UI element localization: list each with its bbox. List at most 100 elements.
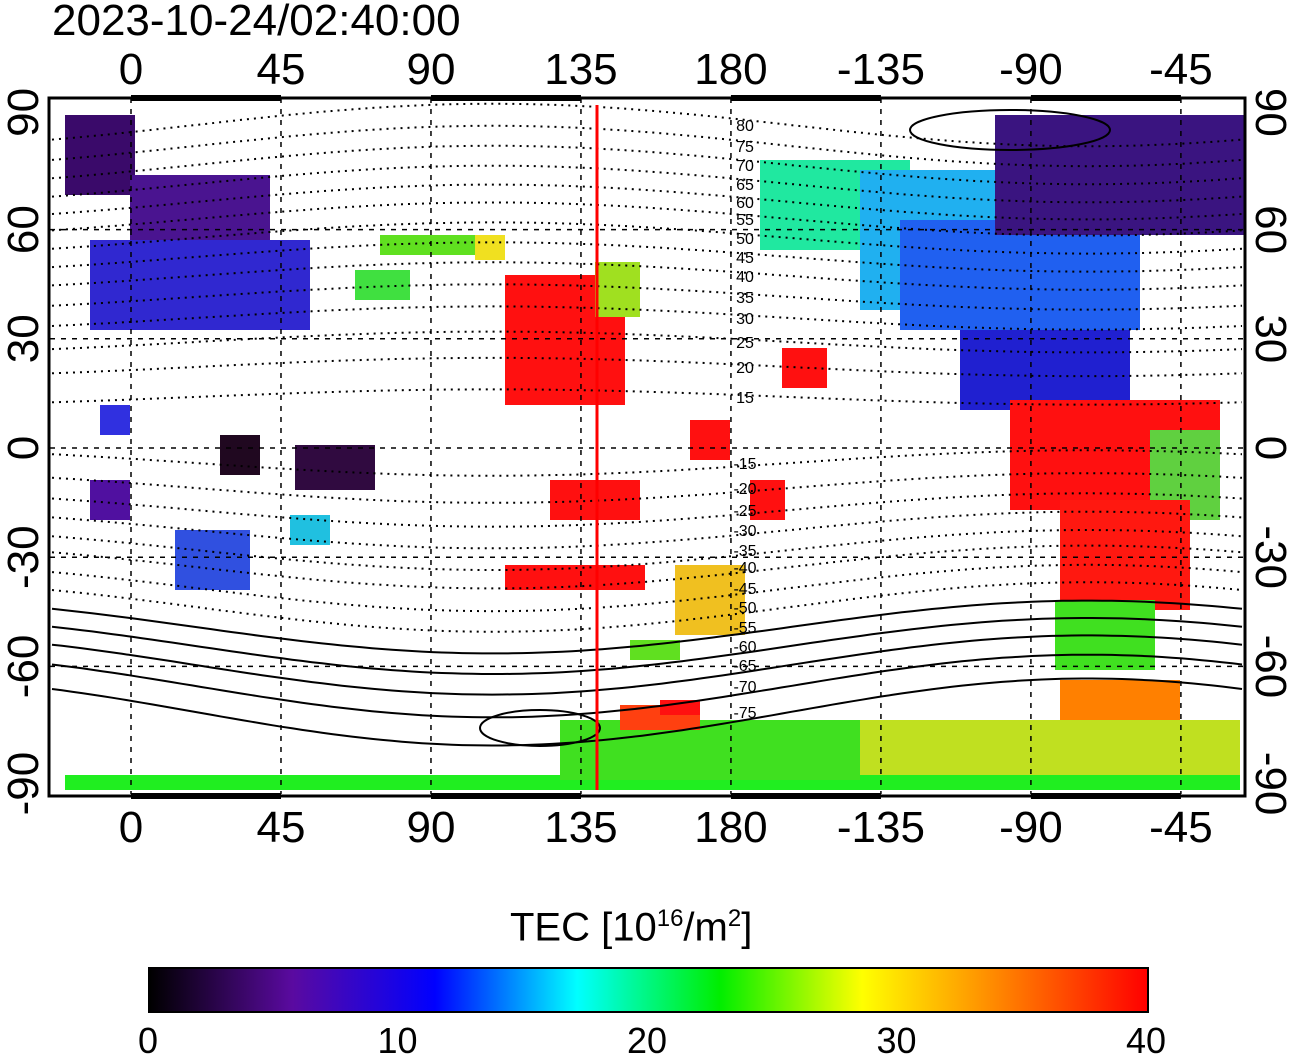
colorbar-title: TEC [1016/m2]: [510, 905, 752, 950]
contour-label: -45: [733, 581, 756, 598]
mlat-contour: [51, 330, 1243, 354]
contour-label: -65: [733, 658, 756, 675]
colorbar-tick-label: 0: [137, 1020, 159, 1057]
tec-data-region: [560, 720, 860, 780]
frame-tick-bar: [131, 95, 281, 101]
mlat-contour: [51, 677, 1243, 747]
colorbar-tick-label: 10: [377, 1020, 418, 1057]
contour-label: 40: [736, 269, 754, 286]
contour-label: -35: [733, 543, 756, 560]
mlat-contour: [51, 449, 1243, 477]
tec-data-region: [550, 480, 640, 520]
mlat-contour-pole: [909, 109, 1111, 151]
contour-label: -30: [733, 523, 756, 540]
tec-data-region: [860, 720, 1240, 775]
mlat-contour: [51, 261, 1243, 291]
contour-label: -50: [733, 600, 756, 617]
mlat-contour: [51, 102, 1243, 148]
tec-data-region: [475, 235, 505, 260]
contour-label: 75: [736, 139, 754, 156]
map-frame: [47, 96, 1247, 798]
mlat-contour: [51, 356, 1243, 378]
mlat-contour: [51, 529, 1243, 571]
lat-tick-right: 0: [1246, 436, 1294, 460]
colorbar-tick-label: 30: [876, 1020, 917, 1057]
colorbar-title-exp2: 2: [727, 905, 742, 932]
contour-label: -40: [733, 560, 756, 577]
colorbar-title-exp1: 16: [656, 905, 684, 932]
mlat-contour: [51, 634, 1243, 696]
mlat-contour: [51, 283, 1243, 311]
contour-label: -25: [733, 503, 756, 520]
tec-data-region: [595, 262, 640, 317]
lon-tick-top: 45: [257, 45, 306, 94]
contour-label: 80: [736, 118, 754, 135]
contour-label: 65: [736, 177, 754, 194]
mlat-contour: [51, 563, 1243, 613]
mlat-contour: [51, 221, 1243, 255]
mlat-contour: [51, 124, 1243, 168]
contour-label: 60: [736, 195, 754, 212]
lon-tick-bottom: 45: [257, 803, 306, 852]
tec-data-region: [995, 115, 1245, 235]
contour-label: 70: [736, 158, 754, 175]
mlat-contour: [51, 388, 1243, 406]
contour-label: 20: [736, 360, 754, 377]
contour-label: 50: [736, 231, 754, 248]
mlat-contour-pole: [479, 709, 601, 747]
tec-data-region: [900, 220, 1140, 330]
tec-data-region: [380, 235, 500, 255]
contour-label: -60: [733, 639, 756, 656]
lat-tick-right: 60: [1246, 205, 1294, 254]
tec-data-region: [220, 435, 260, 475]
mlat-contour: [51, 472, 1243, 504]
frame-tick-bar: [131, 793, 281, 799]
lat-tick-left: 30: [0, 314, 48, 363]
mlat-contour: [51, 305, 1243, 331]
lon-tick-top: -135: [837, 45, 925, 94]
contour-label: -75: [733, 705, 756, 722]
lat-tick-right: 90: [1246, 88, 1294, 137]
tec-data-region: [100, 405, 130, 435]
tec-data-region: [65, 115, 135, 195]
map-title: 2023-10-24/02:40:00: [52, 0, 461, 45]
lat-tick-left: -60: [0, 635, 48, 699]
lon-tick-bottom: -45: [1149, 803, 1213, 852]
mlat-contour: [51, 617, 1243, 675]
lon-tick-bottom: 90: [406, 803, 455, 852]
lat-tick-right: -60: [1246, 635, 1294, 699]
tec-data-region: [782, 348, 827, 388]
magnetic-latitude-contours: [51, 102, 1243, 747]
frame-tick-bar: [730, 95, 881, 101]
lon-tick-top: 180: [694, 45, 767, 94]
tec-data-region: [960, 330, 1130, 410]
colorbar-tick-label: 20: [626, 1020, 668, 1057]
mlat-contour: [51, 492, 1243, 528]
contour-label: 55: [736, 212, 754, 229]
mlat-contour: [51, 544, 1243, 590]
frame-tick-bar: [1030, 793, 1181, 799]
frame-tick-bar: [430, 793, 581, 799]
contour-label: -70: [733, 679, 756, 696]
contour-label: 30: [736, 311, 754, 328]
contour-label: -20: [733, 481, 756, 498]
lon-tick-top: 0: [119, 45, 143, 94]
colorbar-title-unit: /m: [683, 905, 728, 950]
tec-data-region: [175, 530, 250, 590]
tec-data-region: [505, 565, 645, 590]
map-gridlines: [50, 98, 1244, 794]
mlat-contour: [51, 144, 1243, 186]
mlat-contour: [51, 599, 1243, 655]
colorbar-tick-label: 40: [1125, 1020, 1167, 1057]
mlat-contour: [51, 201, 1243, 237]
lat-tick-left: 60: [0, 205, 48, 254]
lon-tick-top: -90: [999, 45, 1063, 94]
tec-data-layer: [65, 115, 1245, 790]
tec-data-region: [90, 240, 310, 330]
frame-tick-bar: [730, 793, 881, 799]
lon-tick-bottom: -90: [999, 803, 1063, 852]
contour-label: -55: [733, 620, 756, 637]
frame-tick-bar: [1030, 95, 1181, 101]
